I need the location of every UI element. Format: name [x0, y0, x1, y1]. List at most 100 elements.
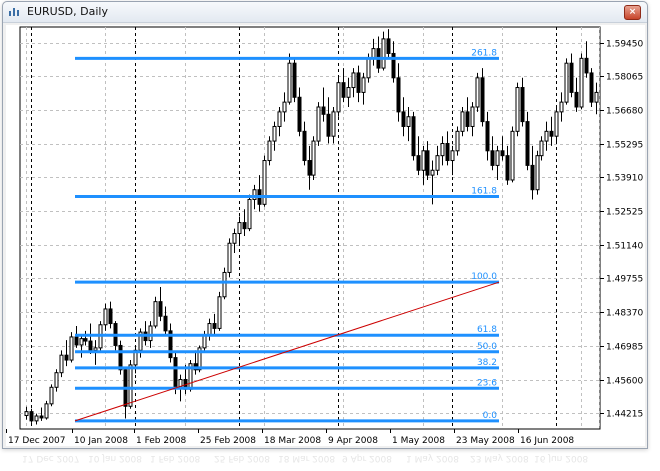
- candle-body: [74, 336, 79, 346]
- candle-body: [197, 347, 202, 371]
- candle-body: [292, 62, 297, 98]
- candle-body: [103, 308, 108, 326]
- title-bar[interactable]: EURUSD, Daily ×: [3, 2, 647, 23]
- candle-body: [49, 386, 54, 405]
- candle-body: [79, 338, 84, 346]
- candle-body: [351, 72, 356, 89]
- chart-window: EURUSD, Daily × 1.59450 1.58065 1.56680 1.5…: [2, 1, 648, 449]
- candle-body: [440, 142, 445, 157]
- x-tick-label: 1 May 2008: [392, 436, 445, 446]
- chart-icon: [9, 8, 19, 16]
- candle-body: [247, 198, 252, 230]
- candle-body: [237, 222, 242, 235]
- candle-body: [455, 130, 460, 152]
- candle-body: [579, 57, 584, 108]
- fibo-level-label: 100.0: [471, 272, 497, 282]
- candle-body: [425, 150, 430, 176]
- candle-body: [495, 150, 500, 166]
- candle-body: [262, 160, 267, 205]
- candle-body: [321, 106, 326, 115]
- candle-body: [88, 340, 93, 351]
- y-tick-label: 1.55295: [606, 141, 643, 151]
- y-tick-label: 1.53910: [606, 174, 643, 184]
- candle-body: [59, 354, 64, 374]
- x-tick-label: 23 May 2008: [456, 436, 515, 446]
- plot-area: [19, 26, 601, 430]
- y-tick-label: 1.51140: [606, 242, 643, 252]
- candle-body: [485, 121, 490, 152]
- candle-body: [356, 72, 361, 93]
- candle-body: [430, 169, 435, 176]
- price-chart[interactable]: 1.59450 1.58065 1.56680 1.55295 1.53910 1.525…: [6, 25, 645, 446]
- fibo-level-label: 161.8: [471, 187, 497, 197]
- candle-body: [297, 96, 302, 132]
- x-tick-label: 25 Feb 2008: [200, 436, 256, 446]
- candle-body: [316, 106, 321, 142]
- candle-body: [490, 150, 495, 166]
- y-tick-label: 1.58065: [606, 73, 643, 83]
- candle-body: [232, 233, 237, 244]
- fibo-trend-line: [74, 281, 500, 422]
- candle-body: [544, 130, 549, 142]
- x-tick-label: 1 Feb 2008: [136, 436, 187, 446]
- candle-body: [406, 116, 411, 127]
- reflected-x-label: 9 Apr 2008: [342, 453, 392, 463]
- candle-body: [227, 242, 232, 273]
- candle-body: [584, 57, 589, 74]
- candle-body: [267, 140, 272, 162]
- candle-body: [277, 111, 282, 127]
- candle-body: [460, 111, 465, 132]
- candle-body: [401, 111, 406, 127]
- candle-body: [510, 130, 515, 181]
- candle-body: [252, 189, 257, 200]
- x-tick-label: 16 Jun 2008: [520, 436, 574, 446]
- candle-body: [535, 155, 540, 191]
- y-tick-label: 1.48370: [606, 309, 643, 319]
- reflected-x-label: 25 Feb 2008: [214, 453, 271, 463]
- close-button[interactable]: ×: [624, 5, 641, 20]
- candle-body: [465, 111, 470, 127]
- candle-body: [445, 142, 450, 162]
- candle-body: [539, 140, 544, 157]
- candle-body: [307, 160, 312, 176]
- candle-body: [24, 411, 29, 417]
- window-title: EURUSD, Daily: [27, 5, 108, 18]
- candle-body: [421, 150, 426, 171]
- candle-body: [69, 336, 74, 361]
- y-tick-label: 1.59450: [606, 40, 643, 50]
- candlestick-chart-svg[interactable]: 1.59450 1.58065 1.56680 1.55295 1.53910 1.525…: [6, 25, 645, 446]
- fibo-level-label: 23.6: [477, 378, 497, 388]
- x-tick-label: 17 Dec 2007: [8, 436, 66, 446]
- candle-body: [287, 62, 292, 103]
- candle-body: [574, 91, 579, 108]
- fibo-level-label: 50.0: [477, 342, 497, 352]
- candle-body: [346, 87, 351, 98]
- candle-body: [331, 111, 336, 137]
- candle-body: [302, 130, 307, 162]
- candle-body: [500, 150, 505, 157]
- y-tick-label: 1.45600: [606, 377, 643, 387]
- candle-body: [554, 111, 559, 137]
- candle-body: [416, 155, 421, 171]
- candle-body: [505, 155, 510, 181]
- candle-body: [336, 82, 341, 113]
- candle-body: [202, 335, 207, 349]
- candle-body: [222, 271, 227, 298]
- candle-body: [163, 315, 168, 332]
- candle-body: [148, 325, 153, 342]
- candle-body: [64, 354, 69, 361]
- axis-reflection: 17 Dec 2007 10 Jan 2008 1 Feb 2008 25 Feb 2…: [14, 451, 614, 465]
- candle-body: [212, 323, 217, 329]
- reflected-x-label: 23 May 2008: [470, 453, 529, 463]
- candle-body: [520, 87, 525, 123]
- candle-body: [475, 77, 480, 108]
- candle-body: [217, 296, 222, 329]
- y-tick-label: 1.56680: [606, 107, 643, 117]
- candle-body: [564, 62, 569, 103]
- y-tick-label: 1.49755: [606, 275, 643, 285]
- fibo-level-label: 61.8: [477, 325, 497, 335]
- candle-body: [589, 72, 594, 103]
- candle-body: [391, 52, 396, 79]
- y-tick-label: 1.52525: [606, 208, 643, 218]
- candle-body: [361, 77, 366, 93]
